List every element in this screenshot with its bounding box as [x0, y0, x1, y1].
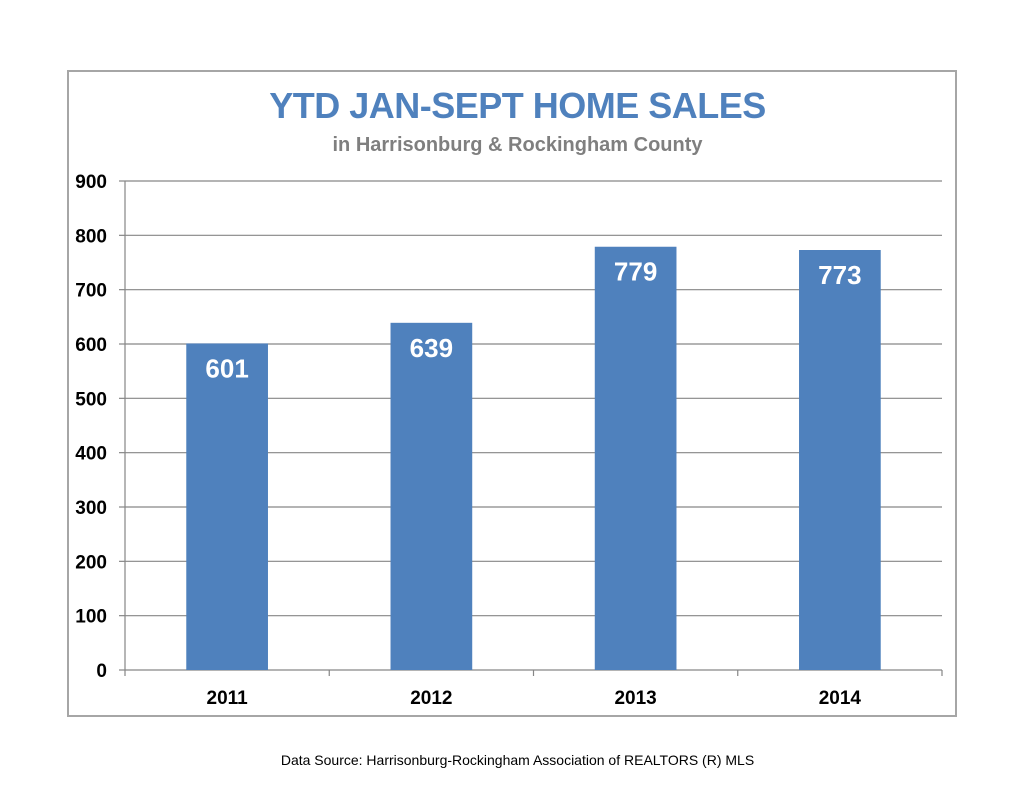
y-tick-label: 0	[96, 661, 107, 682]
y-tick-label: 300	[75, 498, 107, 519]
data-label-2013: 779	[614, 257, 657, 287]
y-tick-label: 900	[75, 172, 107, 193]
data-label-2014: 773	[818, 260, 861, 290]
y-tick-label: 400	[75, 444, 107, 465]
y-tick-label: 500	[75, 389, 107, 410]
y-tick-label: 600	[75, 335, 107, 356]
data-source-note: Data Source: Harrisonburg-Rockingham Ass…	[280, 752, 755, 768]
y-tick-label: 700	[75, 281, 107, 302]
y-tick-labels: 0 100 200 300 400 500 600 700 800 900	[75, 172, 107, 682]
x-tick-label-2014: 2014	[819, 688, 862, 709]
y-tick-label: 200	[75, 552, 107, 573]
x-tick-labels: 2011 2012 2013 2014	[207, 688, 862, 709]
x-tick-label-2012: 2012	[410, 688, 452, 709]
data-label-2011: 601	[205, 353, 248, 383]
chart-subtitle: in Harrisonburg & Rockingham County	[332, 134, 703, 156]
data-labels: 601 639 779 773	[205, 257, 861, 384]
x-tick-label-2011: 2011	[207, 688, 249, 709]
y-tick-label: 800	[75, 226, 107, 247]
x-tick-label-2013: 2013	[614, 688, 656, 709]
data-label-2012: 639	[410, 333, 453, 363]
chart-title: YTD JAN-SEPT HOME SALES	[269, 85, 766, 126]
y-tick-label: 100	[75, 607, 107, 628]
bar-2014	[799, 250, 881, 670]
bars	[186, 246, 881, 670]
bar-2012	[390, 322, 473, 670]
bar-2011	[186, 343, 268, 670]
bar-2013	[594, 246, 677, 670]
